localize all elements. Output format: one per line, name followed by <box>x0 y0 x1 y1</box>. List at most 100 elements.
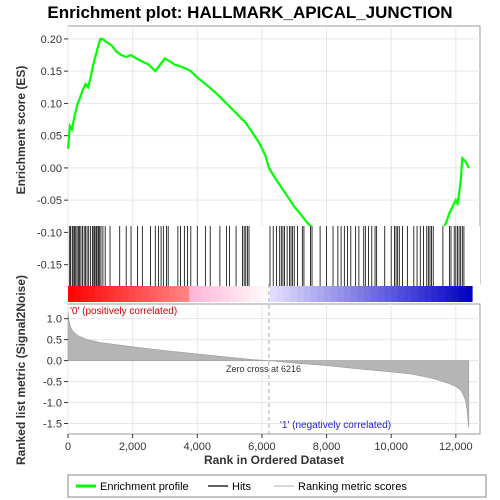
ranked-metric-y-axis-label: Ranked list metric (Signal2Noise) <box>14 275 28 465</box>
ranked-metric-y-tick-label: 1.0 <box>47 314 62 326</box>
rank-bar-segment <box>270 286 278 302</box>
rank-bar-segment <box>115 286 123 302</box>
legend-ranking-label: Ranking metric scores <box>298 481 407 493</box>
rank-bar-segment <box>256 286 264 302</box>
rank-bar-segment <box>128 286 136 302</box>
enrichment-y-tick-label: -0.10 <box>37 227 62 239</box>
rank-color-bar <box>68 286 473 302</box>
rank-bar-segment <box>182 286 190 302</box>
rank-bar-segment <box>384 286 392 302</box>
chart-title: Enrichment plot: HALLMARK_APICAL_JUNCTIO… <box>47 3 452 22</box>
rank-bar-segment <box>88 286 96 302</box>
ranked-metric-gridlines <box>67 304 480 434</box>
rank-bar-segment <box>424 286 433 302</box>
rank-bar-segment <box>391 286 399 302</box>
rank-bar-segment <box>169 286 177 302</box>
rank-bar-segment <box>411 286 419 302</box>
rank-bar-segment <box>465 286 473 302</box>
legend-enrichment-label: Enrichment profile <box>100 481 189 493</box>
rank-bar-segment <box>350 286 359 302</box>
rank-bar-segment <box>189 286 197 302</box>
rank-bar-segment <box>74 286 83 302</box>
legend: Enrichment profile Hits Ranking metric s… <box>67 474 487 498</box>
enrichment-y-tick-label: 0.15 <box>41 66 62 78</box>
enrichment-y-tick-label: 0.05 <box>41 131 62 143</box>
rank-bar-segment <box>397 286 406 302</box>
ranked-metric-y-tick-label: 0.5 <box>47 335 62 347</box>
ranked-metric-y-ticks: -1.5 -1.0 -0.5 0.0 0.5 1.0 <box>43 314 68 431</box>
rank-bar-segment <box>263 286 271 302</box>
rank-bar-segment <box>438 286 446 302</box>
enrichment-gridlines <box>67 26 480 284</box>
rank-bar-segment <box>357 286 365 302</box>
rank-bar-segment <box>249 286 258 302</box>
rank-bar-segment <box>162 286 170 302</box>
rank-bar-segment <box>330 286 338 302</box>
rank-bar-segment <box>135 286 143 302</box>
rank-bar-segment <box>303 286 311 302</box>
x-tick-label: 0 <box>65 441 71 453</box>
zero-cross-label: Zero cross at 6216 <box>226 364 301 374</box>
enrichment-y-tick-label: 0.10 <box>41 98 62 110</box>
x-tick-label: 2,000 <box>119 441 147 453</box>
rank-bar-segment <box>371 286 379 302</box>
x-tick-label: 10,000 <box>374 441 408 453</box>
x-tick-label: 4,000 <box>184 441 212 453</box>
rank-bar-segment <box>209 286 217 302</box>
rank-bar-segment <box>451 286 460 302</box>
ranked-metric-y-tick-label: -1.5 <box>43 419 62 431</box>
ranked-metric-y-tick-label: 0.0 <box>47 356 62 368</box>
rank-bar-segment <box>121 286 130 302</box>
rank-bar-segment <box>344 286 352 302</box>
rank-bar-segment <box>236 286 244 302</box>
enrichment-y-axis-label: Enrichment score (ES) <box>14 66 28 195</box>
rank-bar-segment <box>243 286 251 302</box>
rank-bar-segment <box>445 286 453 302</box>
rank-bar-segment <box>317 286 325 302</box>
rank-bar-segment <box>216 286 224 302</box>
rank-bar-segment <box>404 286 412 302</box>
rank-bar-segment <box>296 286 305 302</box>
x-tick-label: 12,000 <box>439 441 473 453</box>
enrichment-y-tick-label: 0.20 <box>41 34 62 46</box>
rank-bar-segment <box>276 286 285 302</box>
rank-bar-segment <box>94 286 103 302</box>
enrichment-y-tick-label: 0.00 <box>41 163 62 175</box>
rank-bar-segment <box>323 286 332 302</box>
rank-bar-segment <box>81 286 89 302</box>
x-tick-label: 8,000 <box>313 441 341 453</box>
rank-bar-segment <box>418 286 426 302</box>
rank-bar-segment <box>290 286 298 302</box>
negative-correlation-label: '1' (negatively correlated) <box>280 420 391 431</box>
enrichment-y-ticks: -0.15 -0.10 -0.05 0.00 0.05 0.10 0.15 0.20 <box>37 34 68 272</box>
ranked-metric-y-tick-label: -1.0 <box>43 398 62 410</box>
rank-bar-segment <box>364 286 372 302</box>
legend-hits-label: Hits <box>232 481 251 493</box>
hits-panel <box>68 226 480 286</box>
rank-bar-segment <box>68 286 76 302</box>
enrichment-y-tick-label: -0.15 <box>37 260 62 272</box>
x-tick-label: 6,000 <box>248 441 276 453</box>
ranking-metric-area <box>67 312 470 428</box>
rank-bar-segment <box>283 286 291 302</box>
enrichment-y-tick-label: -0.05 <box>37 195 62 207</box>
rank-bar-segment <box>101 286 109 302</box>
rank-bar-segment <box>202 286 210 302</box>
rank-bar-segment <box>310 286 318 302</box>
rank-bar-segment <box>142 286 150 302</box>
hit-markers <box>68 226 465 286</box>
rank-bar-segment <box>337 286 345 302</box>
rank-bar-segment <box>108 286 116 302</box>
rank-bar-segment <box>458 286 466 302</box>
rank-bar-segment <box>377 286 386 302</box>
rank-bar-segment <box>175 286 184 302</box>
hits-area <box>68 226 480 286</box>
rank-bar-segment <box>148 286 157 302</box>
x-axis-label: Rank in Ordered Dataset <box>204 453 344 467</box>
ranked-metric-panel: -1.5 -1.0 -0.5 0.0 0.5 1.0 '0' (positively co… <box>14 275 481 465</box>
rank-bar-segment <box>222 286 231 302</box>
rank-bar-segment <box>195 286 204 302</box>
x-axis-ticks: 0 2,000 4,000 6,000 8,000 10,000 12,000 <box>65 434 473 453</box>
ranked-metric-y-tick-label: -0.5 <box>43 377 62 389</box>
